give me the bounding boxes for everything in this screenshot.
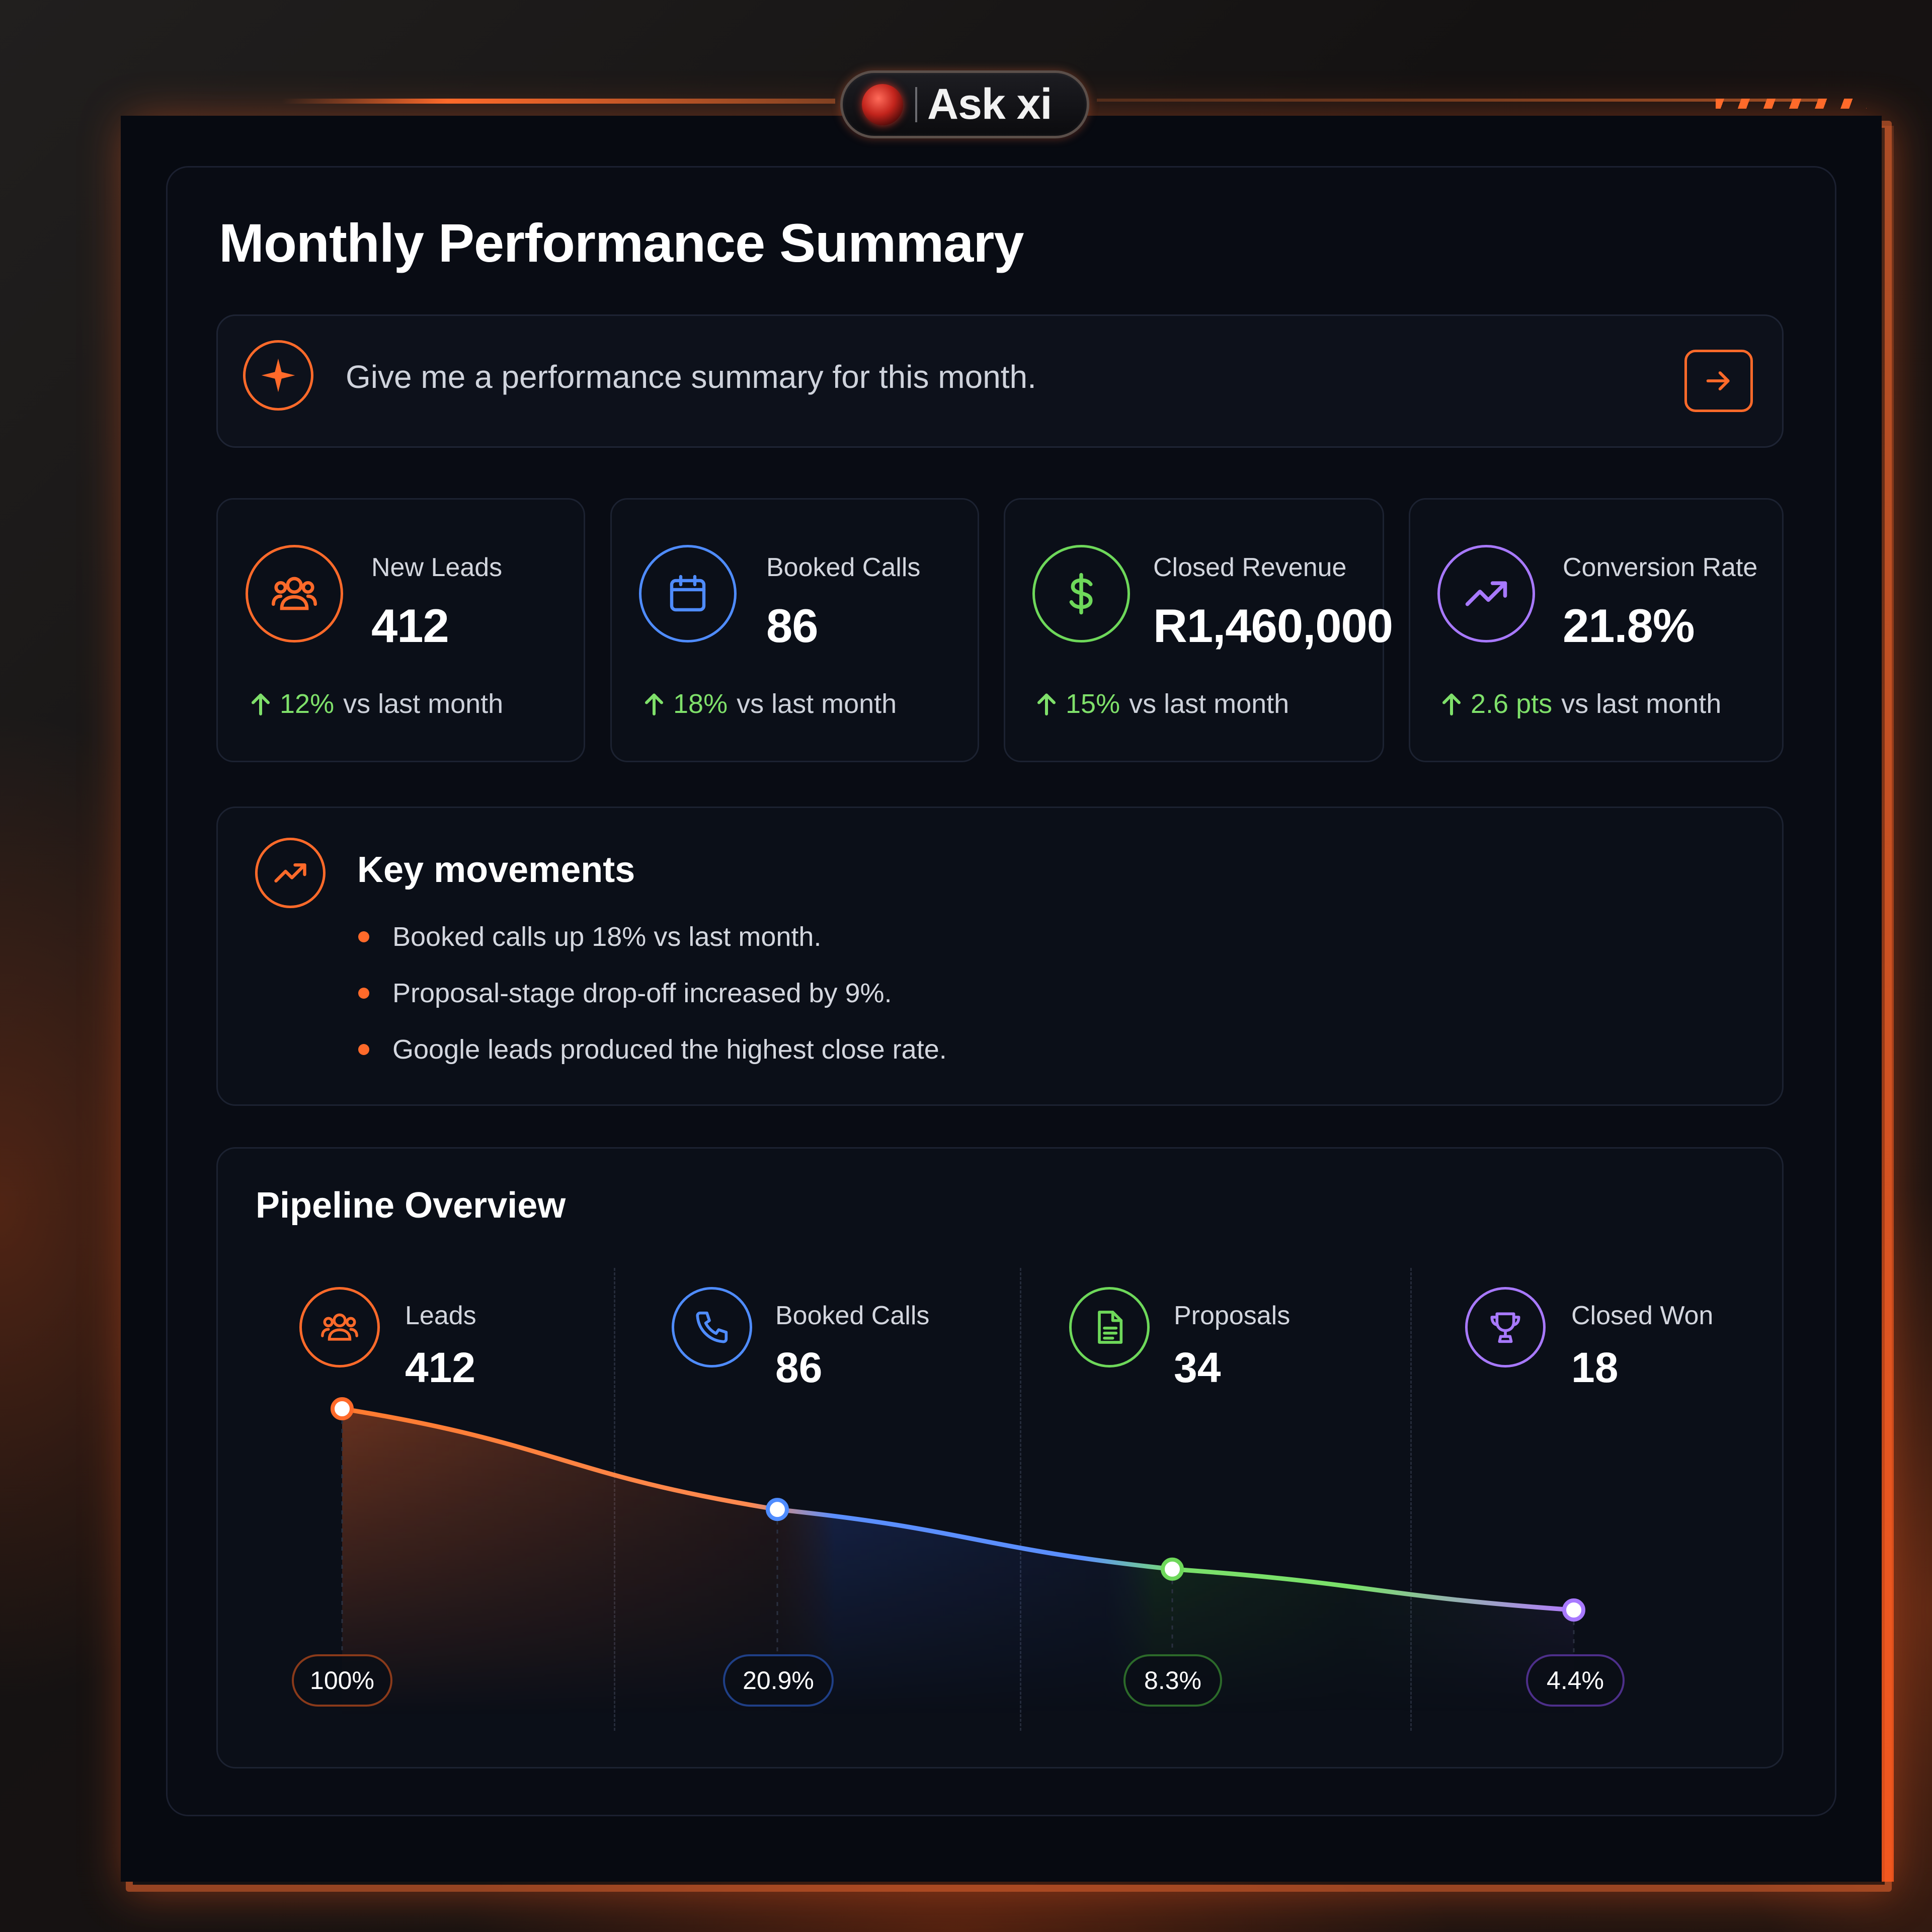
stat-change-suffix: vs last month xyxy=(1129,689,1290,719)
stat-change: 2.6 pts vs last month xyxy=(1441,688,1721,719)
percentage-badge: 4.4% xyxy=(1526,1654,1625,1707)
data-point[interactable] xyxy=(331,1397,354,1420)
list-item: Google leads produced the highest close … xyxy=(357,1031,947,1087)
ask-xi-label: Ask xi xyxy=(927,80,1052,128)
arrow-up-icon xyxy=(252,693,270,715)
stage-label: Leads xyxy=(405,1301,476,1330)
stat-change: 15% vs last month xyxy=(1036,688,1289,719)
arrow-up-icon xyxy=(1442,693,1461,715)
page-title: Monthly Performance Summary xyxy=(219,212,1024,273)
stat-change-value: 18% xyxy=(673,689,728,719)
stage-value: 34 xyxy=(1174,1344,1221,1391)
send-button[interactable] xyxy=(1684,350,1753,412)
stat-change-suffix: vs last month xyxy=(343,689,504,719)
ask-xi-separator xyxy=(915,87,917,122)
trend-up-icon xyxy=(255,838,326,908)
stat-change: 12% vs last month xyxy=(251,688,503,719)
stat-value: 21.8% xyxy=(1563,599,1695,652)
stage-label: Booked Calls xyxy=(775,1301,930,1330)
key-movements-card xyxy=(216,807,1784,1106)
stat-label: Conversion Rate xyxy=(1563,553,1758,582)
stat-value: 412 xyxy=(371,599,449,652)
stat-change: 18% vs last month xyxy=(644,688,897,719)
stage-label: Closed Won xyxy=(1571,1301,1714,1330)
decorative-line-left xyxy=(282,99,835,104)
stat-label: New Leads xyxy=(371,553,503,582)
stat-change-value: 2.6 pts xyxy=(1471,689,1553,719)
phone-icon xyxy=(672,1287,752,1367)
key-movements-list: Booked calls up 18% vs last month. Propo… xyxy=(357,918,947,1087)
arrow-up-icon xyxy=(1037,693,1056,715)
users-icon xyxy=(246,545,343,642)
document-icon xyxy=(1069,1287,1150,1367)
prompt-bar[interactable] xyxy=(216,314,1784,448)
stat-label: Closed Revenue xyxy=(1153,553,1347,582)
key-movements-title: Key movements xyxy=(357,850,635,890)
trophy-icon xyxy=(1465,1287,1546,1367)
pipeline-area xyxy=(342,1409,1574,1716)
decorative-edge-glow xyxy=(1882,126,1894,1882)
calendar-icon xyxy=(639,545,737,642)
stage-value: 18 xyxy=(1571,1344,1619,1391)
percentage-badge: 8.3% xyxy=(1123,1654,1222,1707)
stat-change-value: 15% xyxy=(1066,689,1120,719)
ask-xi-button[interactable]: Ask xi xyxy=(840,70,1089,138)
decorative-line-right xyxy=(1097,99,1821,102)
users-icon xyxy=(299,1287,380,1367)
percentage-badge: 100% xyxy=(292,1654,392,1707)
stat-change-suffix: vs last month xyxy=(737,689,897,719)
arrow-up-icon xyxy=(645,693,663,715)
pipeline-line xyxy=(340,1406,1576,1613)
decorative-dashes xyxy=(1716,99,1867,109)
stat-value: R1,460,000 xyxy=(1153,599,1393,652)
percentage-badge: 20.9% xyxy=(723,1654,834,1707)
pipeline-title: Pipeline Overview xyxy=(256,1185,566,1226)
prompt-text: Give me a performance summary for this m… xyxy=(346,359,1036,395)
stage-label: Proposals xyxy=(1174,1301,1291,1330)
stat-value: 86 xyxy=(766,599,819,652)
data-point[interactable] xyxy=(1161,1557,1184,1581)
arrow-right-icon xyxy=(1706,371,1730,390)
ask-xi-orb-icon xyxy=(862,84,903,125)
stage-divider xyxy=(1410,1268,1412,1731)
trend-up-icon xyxy=(1437,545,1535,642)
stat-change-value: 12% xyxy=(280,689,335,719)
data-point[interactable] xyxy=(1562,1598,1585,1622)
list-item: Booked calls up 18% vs last month. xyxy=(357,918,947,975)
data-point[interactable] xyxy=(766,1498,789,1521)
dollar-icon xyxy=(1032,545,1130,642)
sparkle-icon xyxy=(243,340,313,411)
list-item: Proposal-stage drop-off increased by 9%. xyxy=(357,975,947,1031)
stat-change-suffix: vs last month xyxy=(1561,689,1722,719)
stat-label: Booked Calls xyxy=(766,553,921,582)
stage-divider xyxy=(1020,1268,1021,1731)
stage-value: 86 xyxy=(775,1344,823,1391)
stage-value: 412 xyxy=(405,1344,476,1391)
